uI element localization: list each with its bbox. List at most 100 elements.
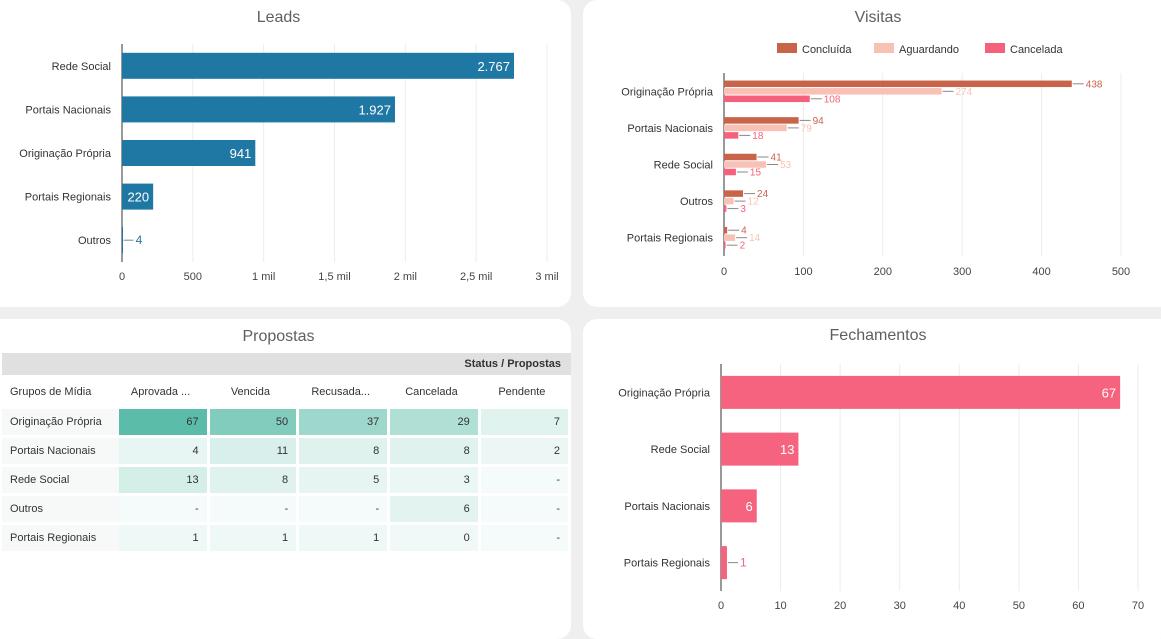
- table-row: Outros - - - 6 -: [2, 496, 571, 525]
- bar: [724, 95, 810, 103]
- bar: [724, 80, 1072, 88]
- visitas-card: Visitas Concluída Aguardando Cancelada 0 100…: [583, 0, 1161, 307]
- x-tick-label: 500: [184, 271, 202, 283]
- category-label: Originação Própria: [19, 148, 112, 160]
- table-cell: 8: [209, 467, 300, 496]
- table-cell: 37: [299, 409, 391, 438]
- col-header-aprovada[interactable]: Aprovada ...: [130, 386, 191, 398]
- leads-card: Leads 0 500 1 mil 1,5 mil 2 mil 2,5 mil 3 mil R…: [0, 0, 571, 307]
- bar: [721, 546, 727, 580]
- propostas-card: Propostas Status / Propostas Grupos de M…: [0, 319, 571, 639]
- data-label: 18: [752, 131, 764, 142]
- fechamentos-card: Fechamentos 0 10 20 30 40 50 60 70 Originação Pr…: [583, 319, 1161, 639]
- x-tick-label: 10: [774, 600, 786, 612]
- table-cell: 29: [390, 409, 481, 438]
- x-tick-label: 0: [718, 600, 724, 612]
- bar: [724, 234, 736, 241]
- table-row: Originação Própria 67 50 37 29 7: [2, 409, 571, 438]
- data-label: 4: [136, 233, 143, 247]
- x-tick-label: 1 mil: [252, 271, 275, 283]
- row-label: Portais Nacionais: [2, 438, 120, 467]
- data-label: 6: [746, 499, 753, 514]
- data-label: 12: [748, 197, 760, 208]
- x-tick-label: 60: [1072, 600, 1084, 612]
- x-tick-label: 400: [1032, 266, 1050, 278]
- legend-label: Concluída: [802, 44, 852, 56]
- x-tick-label: 50: [1013, 600, 1025, 612]
- table-cell: 5: [299, 467, 391, 496]
- table-row: Rede Social 13 8 5 3 -: [2, 467, 571, 496]
- x-tick-label: 500: [1112, 266, 1130, 278]
- table-cell: 7: [480, 409, 571, 438]
- data-label: 15: [750, 168, 762, 179]
- bar: [122, 183, 154, 210]
- x-tick-label: 20: [834, 600, 846, 612]
- legend-label: Aguardando: [899, 44, 959, 56]
- table-cell: -: [119, 496, 210, 525]
- x-tick-label: 2 mil: [394, 271, 417, 283]
- x-tick-label: 30: [894, 600, 906, 612]
- bar: [721, 489, 757, 523]
- bar: [724, 88, 942, 95]
- data-label: 108: [824, 94, 841, 105]
- category-label: Portais Regionais: [624, 558, 711, 570]
- data-label: 24: [757, 189, 769, 200]
- row-label: Originação Própria: [2, 409, 120, 438]
- data-label: 1.927: [358, 102, 391, 117]
- category-label: Outros: [78, 235, 112, 247]
- legend-swatch: [777, 43, 797, 53]
- category-label: Portais Nacionais: [624, 501, 710, 513]
- table-cell: -: [480, 525, 571, 554]
- col-header-grupos[interactable]: Grupos de Mídia: [10, 386, 92, 398]
- bar: [721, 375, 1121, 409]
- fechamentos-chart[interactable]: 0 10 20 30 40 50 60 70 Originação Própria 67 Rede …: [583, 319, 1161, 639]
- table-cell: 0: [390, 525, 481, 554]
- bar: [122, 96, 395, 123]
- bar: [724, 117, 799, 124]
- fechamentos-title: Fechamentos: [829, 327, 927, 344]
- col-header-cancelada[interactable]: Cancelada: [405, 386, 458, 398]
- row-label: Portais Regionais: [2, 525, 120, 554]
- data-label: 2.767: [477, 59, 510, 74]
- table-cell: 11: [209, 438, 300, 467]
- table-cell: -: [480, 467, 571, 496]
- bar: [724, 124, 787, 132]
- data-label: 79: [801, 123, 813, 134]
- table-cell: 4: [119, 438, 210, 467]
- category-label: Originação Própria: [621, 86, 714, 98]
- x-tick-label: 3 mil: [535, 271, 558, 283]
- data-label: 274: [956, 87, 973, 98]
- leads-chart[interactable]: 0 500 1 mil 1,5 mil 2 mil 2,5 mil 3 mil Rede So…: [0, 0, 571, 307]
- x-tick-label: 200: [874, 266, 892, 278]
- data-label: 3: [740, 204, 746, 215]
- leads-title: Leads: [256, 9, 301, 26]
- table-cell: 67: [119, 409, 210, 438]
- category-label: Rede Social: [651, 444, 710, 456]
- col-header-recusada[interactable]: Recusada...: [311, 386, 371, 398]
- bar: [724, 161, 767, 168]
- table-cell: 8: [299, 438, 391, 467]
- data-label: 438: [1086, 79, 1103, 90]
- legend-swatch: [985, 43, 1005, 53]
- data-label: 2: [740, 241, 746, 252]
- visitas-title: Visitas: [854, 9, 902, 26]
- table-cell: 6: [390, 496, 481, 525]
- visitas-chart[interactable]: Concluída Aguardando Cancelada 0 100 200 300 40…: [583, 0, 1161, 307]
- bar: [122, 227, 123, 254]
- category-label: Originação Própria: [618, 387, 711, 399]
- x-tick-label: 40: [953, 600, 965, 612]
- row-label: Outros: [2, 496, 120, 525]
- data-label: 53: [780, 160, 792, 171]
- legend-swatch: [874, 43, 894, 53]
- data-label: 4: [741, 226, 747, 237]
- x-tick-label: 300: [953, 266, 971, 278]
- category-label: Rede Social: [654, 160, 713, 172]
- bar: [122, 52, 514, 79]
- status-header[interactable]: Status / Propostas: [2, 353, 571, 375]
- col-header-vencida[interactable]: Vencida: [230, 386, 270, 398]
- table-row: Portais Nacionais 4 11 8 8 2: [2, 438, 571, 467]
- col-header-pendente[interactable]: Pendente: [498, 386, 546, 398]
- category-label: Portais Nacionais: [627, 123, 713, 135]
- data-label: 1: [740, 556, 747, 570]
- table-cell: 2: [480, 438, 571, 467]
